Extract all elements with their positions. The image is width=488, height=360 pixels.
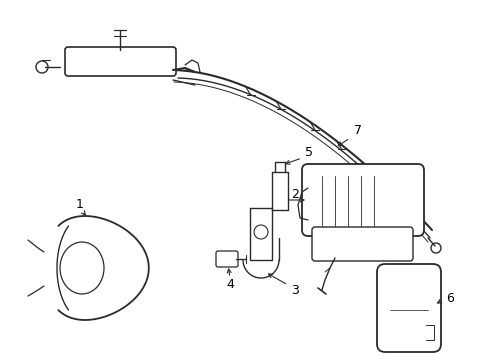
Text: 1: 1 (76, 198, 84, 211)
FancyBboxPatch shape (376, 264, 440, 352)
Text: 5: 5 (305, 145, 312, 158)
Text: 3: 3 (290, 284, 298, 297)
FancyBboxPatch shape (65, 47, 176, 76)
Text: 7: 7 (353, 123, 361, 136)
Text: 2: 2 (290, 189, 298, 202)
Ellipse shape (60, 242, 104, 294)
FancyBboxPatch shape (311, 227, 412, 261)
Text: 4: 4 (225, 279, 233, 292)
Text: 6: 6 (445, 292, 453, 305)
FancyBboxPatch shape (302, 164, 423, 236)
FancyBboxPatch shape (216, 251, 238, 267)
